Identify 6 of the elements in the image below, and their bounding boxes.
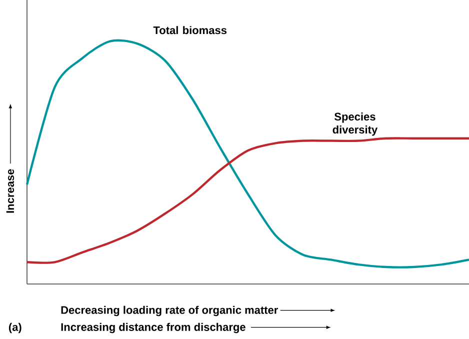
text: (a): [8, 322, 22, 334]
series-label: Species diversity: [332, 112, 378, 136]
x-axis-title: Decreasing loading rate of organic matter: [61, 306, 278, 316]
y-axis-title: Increase: [6, 169, 14, 213]
text: Increasing distance from discharge: [61, 322, 246, 334]
series-label: Total biomass: [153, 26, 227, 34]
